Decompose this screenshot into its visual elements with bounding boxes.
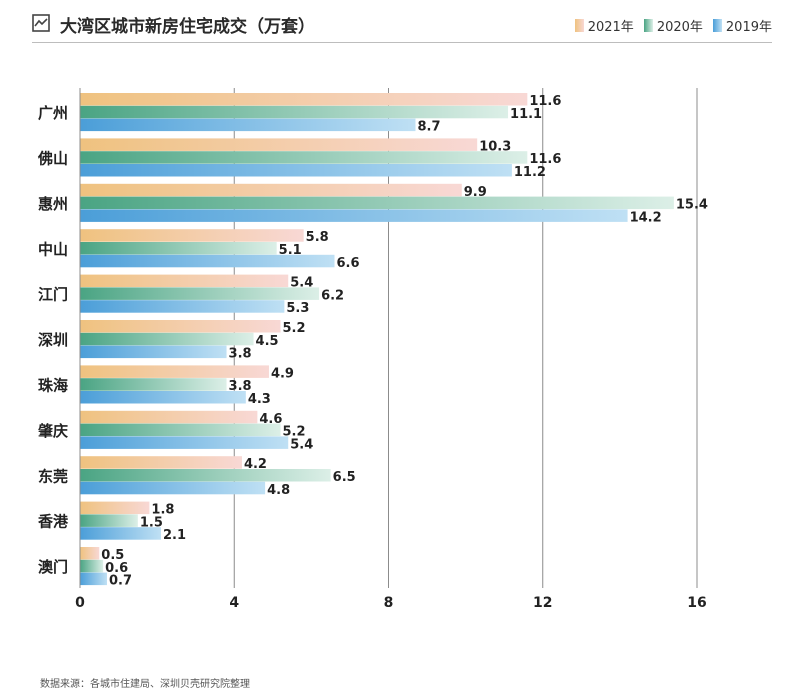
bar-2019-9 bbox=[80, 527, 161, 540]
trend-line-icon bbox=[32, 14, 50, 32]
category-label-7: 肇庆 bbox=[37, 422, 68, 440]
value-label-2019-10: 0.7 bbox=[109, 574, 132, 589]
bar-2019-4 bbox=[80, 300, 285, 313]
legend-swatch-2020 bbox=[643, 19, 653, 32]
value-label-2020-8: 6.5 bbox=[333, 470, 356, 485]
bar-2020-9 bbox=[80, 514, 138, 527]
legend-label-2021: 2021年 bbox=[587, 20, 634, 35]
bar-2019-5 bbox=[80, 345, 227, 359]
bar-2020-1 bbox=[80, 151, 528, 164]
value-label-2021-4: 5.4 bbox=[290, 276, 313, 291]
bar-2021-9 bbox=[80, 501, 150, 515]
x-tick-label-4: 4 bbox=[229, 595, 239, 611]
value-label-2019-2: 14.2 bbox=[630, 210, 662, 225]
bar-2020-0 bbox=[80, 105, 509, 119]
bar-2021-6 bbox=[80, 365, 269, 378]
legend-item-2019: 2019年 bbox=[712, 16, 772, 35]
legend-item-2021: 2021年 bbox=[574, 16, 634, 35]
value-label-2020-7: 5.2 bbox=[283, 425, 306, 440]
category-label-2: 惠州 bbox=[38, 195, 68, 213]
legend-swatch-2021 bbox=[574, 19, 584, 32]
bar-2020-2 bbox=[80, 196, 674, 210]
value-label-2021-2: 9.9 bbox=[464, 185, 487, 200]
bar-2019-2 bbox=[80, 209, 628, 222]
bar-2019-7 bbox=[80, 436, 289, 449]
bar-2019-8 bbox=[80, 481, 266, 495]
bar-2020-4 bbox=[80, 287, 320, 300]
title-divider bbox=[32, 42, 772, 43]
value-label-2021-10: 0.5 bbox=[101, 548, 124, 563]
category-label-6: 珠海 bbox=[38, 376, 68, 394]
value-label-2020-10: 0.6 bbox=[105, 561, 128, 576]
value-label-2019-0: 8.7 bbox=[417, 120, 440, 135]
bar-2021-10 bbox=[80, 547, 100, 560]
bar-2021-4 bbox=[80, 274, 289, 288]
x-tick-label-16: 16 bbox=[687, 595, 706, 611]
category-label-1: 佛山 bbox=[37, 149, 68, 167]
category-label-8: 东莞 bbox=[38, 467, 68, 485]
legend-item-2020: 2020年 bbox=[643, 16, 703, 35]
value-label-2021-8: 4.2 bbox=[244, 457, 267, 472]
value-label-2020-0: 11.1 bbox=[510, 107, 542, 122]
value-label-2019-1: 11.2 bbox=[514, 165, 546, 180]
value-label-2019-8: 4.8 bbox=[267, 483, 290, 498]
value-label-2019-5: 3.8 bbox=[229, 347, 252, 362]
legend-label-2020: 2020年 bbox=[656, 20, 703, 35]
value-label-2019-6: 4.3 bbox=[248, 392, 271, 407]
chart-header: 大湾区城市新房住宅成交（万套） 2021年 2020年 2019年 bbox=[32, 10, 772, 42]
bar-2021-1 bbox=[80, 138, 478, 151]
bar-2019-0 bbox=[80, 118, 416, 132]
bar-2020-5 bbox=[80, 332, 254, 346]
x-tick-label-8: 8 bbox=[384, 595, 394, 611]
value-label-2020-2: 15.4 bbox=[676, 198, 708, 213]
bar-2020-6 bbox=[80, 378, 227, 391]
bar-2020-3 bbox=[80, 242, 277, 255]
bar-2019-1 bbox=[80, 164, 512, 177]
bar-2019-10 bbox=[80, 572, 107, 586]
bar-2020-10 bbox=[80, 559, 104, 573]
category-label-9: 香港 bbox=[38, 513, 69, 531]
value-label-2021-7: 4.6 bbox=[259, 412, 282, 427]
source-note: 数据来源：各城市住建局、深圳贝壳研究院整理 bbox=[40, 679, 250, 690]
bar-2019-3 bbox=[80, 254, 335, 268]
bar-2020-7 bbox=[80, 423, 281, 437]
category-label-4: 江门 bbox=[38, 286, 68, 304]
value-label-2020-3: 5.1 bbox=[279, 243, 302, 258]
value-label-2020-5: 4.5 bbox=[256, 334, 279, 349]
value-label-2021-0: 11.6 bbox=[529, 94, 561, 109]
x-tick-label-0: 0 bbox=[75, 595, 85, 611]
value-label-2019-3: 6.6 bbox=[337, 256, 360, 271]
legend: 2021年 2020年 2019年 bbox=[574, 16, 772, 35]
value-label-2019-9: 2.1 bbox=[163, 528, 186, 543]
bar-2021-8 bbox=[80, 456, 242, 469]
value-label-2019-7: 5.4 bbox=[290, 437, 313, 452]
value-label-2020-4: 6.2 bbox=[321, 288, 344, 303]
value-label-2020-9: 1.5 bbox=[140, 515, 163, 530]
bar-2021-5 bbox=[80, 320, 281, 333]
category-label-10: 澳门 bbox=[38, 558, 68, 576]
value-label-2021-9: 1.8 bbox=[151, 503, 174, 518]
bar-2020-8 bbox=[80, 469, 331, 482]
category-label-0: 广州 bbox=[38, 104, 68, 122]
value-label-2020-1: 11.6 bbox=[529, 152, 561, 167]
value-label-2021-3: 5.8 bbox=[306, 230, 329, 245]
bar-2021-3 bbox=[80, 229, 304, 242]
bar-2021-0 bbox=[80, 93, 528, 106]
value-label-2021-6: 4.9 bbox=[271, 366, 294, 381]
legend-label-2019: 2019年 bbox=[725, 20, 772, 35]
category-label-3: 中山 bbox=[38, 240, 68, 258]
legend-swatch-2019 bbox=[712, 19, 722, 32]
value-label-2021-5: 5.2 bbox=[283, 321, 306, 336]
bar-2021-7 bbox=[80, 410, 258, 424]
bar-2021-2 bbox=[80, 183, 462, 197]
category-label-5: 深圳 bbox=[38, 331, 68, 349]
bar-2019-6 bbox=[80, 391, 246, 404]
chart-title: 大湾区城市新房住宅成交（万套） bbox=[60, 17, 315, 37]
value-label-2019-4: 5.3 bbox=[286, 301, 309, 316]
x-tick-label-12: 12 bbox=[533, 595, 552, 611]
value-label-2020-6: 3.8 bbox=[229, 379, 252, 394]
value-label-2021-1: 10.3 bbox=[479, 139, 511, 154]
